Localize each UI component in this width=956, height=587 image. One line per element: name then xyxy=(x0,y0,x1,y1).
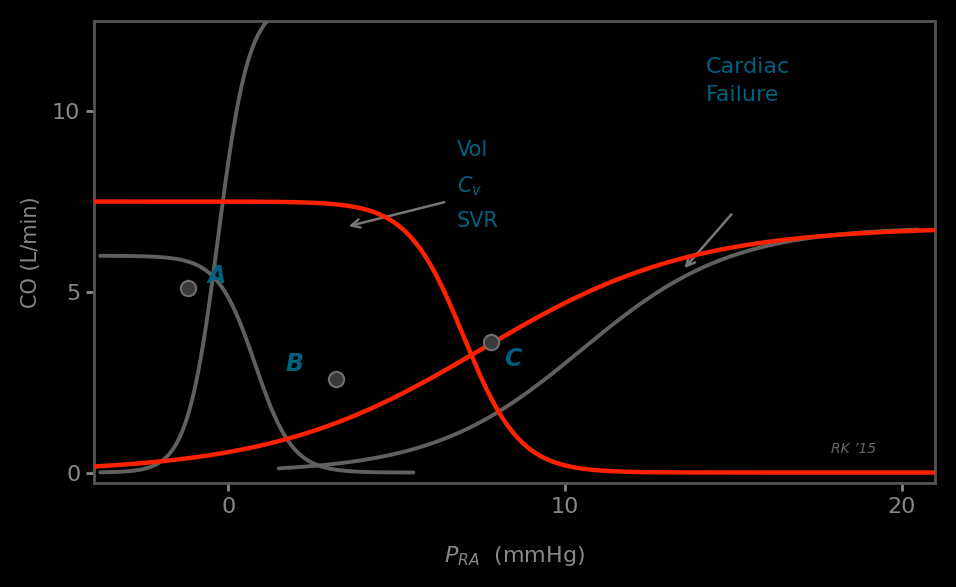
Text: Cardiac
Failure: Cardiac Failure xyxy=(706,57,791,105)
Text: B: B xyxy=(286,352,303,376)
Text: Vol
$C_v$
SVR: Vol $C_v$ SVR xyxy=(457,140,499,231)
Text: RK ’15: RK ’15 xyxy=(831,441,877,456)
Text: A: A xyxy=(208,264,227,288)
Y-axis label: CO (L/min): CO (L/min) xyxy=(21,196,41,308)
Text: $P_{RA}$  (mmHg): $P_{RA}$ (mmHg) xyxy=(444,544,585,568)
Text: C: C xyxy=(504,347,522,371)
